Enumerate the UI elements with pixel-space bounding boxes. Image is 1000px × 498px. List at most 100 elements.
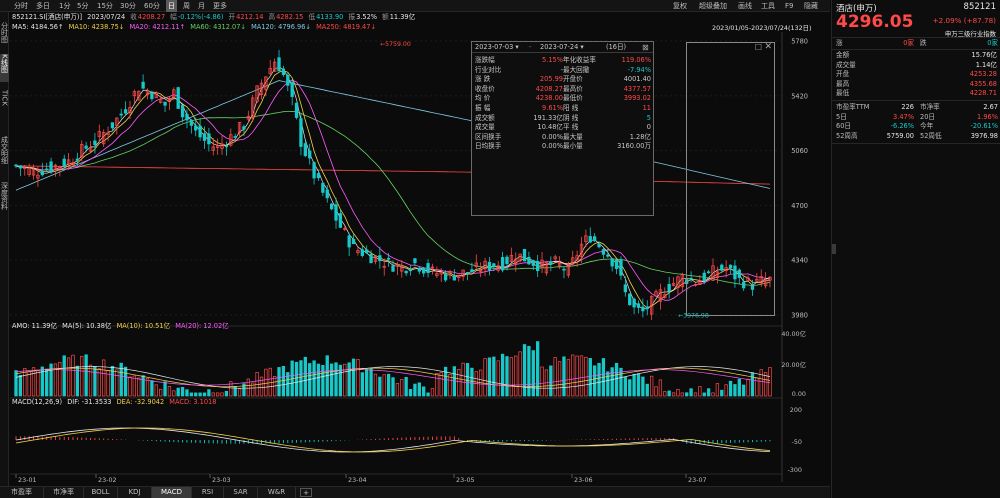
maximize-icon[interactable]: ☐ bbox=[754, 43, 762, 52]
candle-body bbox=[461, 269, 465, 277]
volume-bar bbox=[329, 363, 334, 397]
period-tab-15min[interactable]: 15分 bbox=[97, 2, 113, 10]
candle-body bbox=[198, 125, 202, 138]
interval-stat: 最低价 3993.02 bbox=[563, 94, 651, 103]
interval-stat: 成交额 191.33亿 bbox=[475, 114, 563, 123]
indicator-tab-boll[interactable]: BOLL bbox=[84, 487, 118, 498]
quote-row-label: 金额 bbox=[836, 51, 850, 59]
candle-body bbox=[391, 265, 395, 272]
candle-body bbox=[487, 261, 492, 271]
volume-bar bbox=[671, 392, 676, 397]
interval-stat: 收盘价 4208.27 bbox=[475, 85, 563, 94]
candle-body bbox=[27, 167, 31, 176]
macd-axis-label: -50 bbox=[792, 438, 802, 446]
divider bbox=[832, 100, 1000, 101]
candle-body bbox=[40, 171, 44, 176]
period-tab-month[interactable]: 月 bbox=[198, 2, 205, 10]
view-tab-tick[interactable]: TICK bbox=[0, 90, 9, 126]
panel-collapse-handle[interactable] bbox=[832, 244, 836, 254]
hide-button[interactable]: 隐藏 bbox=[804, 2, 818, 10]
interval-stat-label: 阴 线 bbox=[563, 113, 579, 122]
price-axis-label: 3980 bbox=[791, 311, 808, 319]
view-tab-timeshare[interactable]: 分时图 bbox=[0, 22, 9, 50]
amplitude-label: 振 bbox=[348, 13, 356, 21]
ma10-legend: MA10: 4238.75↓ bbox=[68, 23, 125, 31]
volume-bar bbox=[654, 386, 658, 397]
draw-line-button[interactable]: 画线 bbox=[738, 2, 752, 10]
candle-body bbox=[742, 281, 746, 289]
interval-stat-label: 振 幅 bbox=[475, 104, 491, 112]
volume-bar bbox=[759, 369, 763, 397]
quote-metric-value: 1.96% bbox=[977, 112, 998, 121]
volume-bar bbox=[698, 386, 702, 397]
volume-bar bbox=[522, 344, 527, 397]
up-count-value: 0家 bbox=[903, 39, 914, 47]
indicator-tab-wr[interactable]: W&R bbox=[258, 487, 296, 498]
interval-start-select[interactable]: 2023-07-03 ▾ bbox=[475, 43, 519, 51]
period-tab-5min[interactable]: 5分 bbox=[77, 2, 89, 10]
interval-end-select[interactable]: 2023-07-24 ▾ bbox=[540, 43, 584, 51]
interval-stats-popup[interactable]: 2023-07-03 ▾ - 2023-07-24 ▾ (16日) ⊠ 涨跌幅 5… bbox=[471, 41, 654, 216]
candle-body bbox=[562, 268, 566, 271]
volume-bar bbox=[422, 386, 426, 397]
date-range-text: 2023/01/05-2023/07/24(132日) bbox=[712, 24, 812, 32]
candle-body bbox=[728, 264, 733, 269]
period-tab-30min[interactable]: 30分 bbox=[120, 2, 136, 10]
add-indicator-button[interactable]: + bbox=[300, 488, 312, 497]
view-tab-profile[interactable]: 深度资料 bbox=[0, 182, 9, 218]
indicator-tab-rsi[interactable]: RSI bbox=[192, 487, 224, 498]
volume-bar bbox=[84, 354, 88, 397]
interval-stat: 最小量 3160.00万 bbox=[563, 142, 651, 151]
candle-body bbox=[49, 161, 53, 173]
candle-body bbox=[408, 269, 413, 272]
period-tab-multiday[interactable]: 多日 bbox=[36, 2, 50, 10]
candle-body bbox=[549, 261, 553, 265]
interval-selection-box[interactable]: ☐ ✕ bbox=[686, 42, 775, 316]
volume-bar bbox=[724, 384, 728, 397]
indicator-tab-sar[interactable]: SAR bbox=[224, 487, 258, 498]
period-tab-more[interactable]: 更多 bbox=[213, 2, 227, 10]
period-tab-timeshare[interactable]: 分时 bbox=[14, 2, 28, 10]
volume-bar bbox=[27, 371, 31, 397]
candle-body bbox=[571, 257, 575, 265]
volume-bar bbox=[439, 371, 443, 397]
candle-body bbox=[36, 174, 40, 179]
period-tab-1min[interactable]: 1分 bbox=[59, 2, 71, 10]
period-tab-day[interactable]: 日 bbox=[166, 0, 177, 12]
volume-bar bbox=[536, 341, 540, 397]
volume-bar bbox=[566, 359, 571, 397]
volume-bar bbox=[172, 390, 176, 397]
indicator-tab-macd[interactable]: MACD bbox=[152, 487, 192, 498]
super-overlay-button[interactable]: 超级叠加 bbox=[699, 2, 727, 10]
close-icon[interactable]: ⊠ bbox=[642, 43, 649, 52]
kline-chart[interactable]: 5780 5420 5060 4700 4340 3980 40.00亿 20.00亿 0.00… bbox=[10, 32, 830, 486]
volume-bar bbox=[343, 363, 347, 397]
candle-body bbox=[737, 269, 741, 278]
candle-body bbox=[649, 295, 654, 315]
indicator-tab-pe[interactable]: 市盈率 bbox=[0, 487, 44, 498]
period-tab-week[interactable]: 周 bbox=[183, 2, 190, 10]
restore-rights-button[interactable]: 复权 bbox=[673, 2, 687, 10]
indicator-tab-pb[interactable]: 市净率 bbox=[44, 487, 84, 498]
candle-body bbox=[18, 165, 23, 169]
indicator-tab-kdj[interactable]: KDJ bbox=[118, 487, 152, 498]
candle-body bbox=[14, 164, 18, 167]
quote-row: 成交量 1.14亿 bbox=[836, 61, 997, 70]
candle-body bbox=[286, 74, 290, 86]
view-tab-kline[interactable]: K线图 bbox=[0, 54, 9, 82]
f9-button[interactable]: F9 bbox=[785, 2, 794, 10]
volume-bar bbox=[619, 367, 623, 397]
interval-start-date: 2023-07-03 bbox=[475, 43, 514, 51]
period-tab-60min[interactable]: 60分 bbox=[144, 2, 160, 10]
volume-axis-label: 0.00 bbox=[792, 390, 806, 398]
volume-bar bbox=[676, 388, 680, 397]
candle-body bbox=[601, 249, 606, 255]
view-tab-trades[interactable]: 成交明细 bbox=[0, 136, 9, 172]
close-selection-icon[interactable]: ✕ bbox=[764, 42, 772, 52]
candle-body bbox=[137, 90, 141, 101]
candle-body bbox=[264, 76, 268, 90]
candle-body bbox=[45, 168, 49, 171]
volume-bar bbox=[658, 379, 663, 397]
candle-body bbox=[720, 264, 724, 271]
tools-button[interactable]: 工具 bbox=[761, 2, 775, 10]
